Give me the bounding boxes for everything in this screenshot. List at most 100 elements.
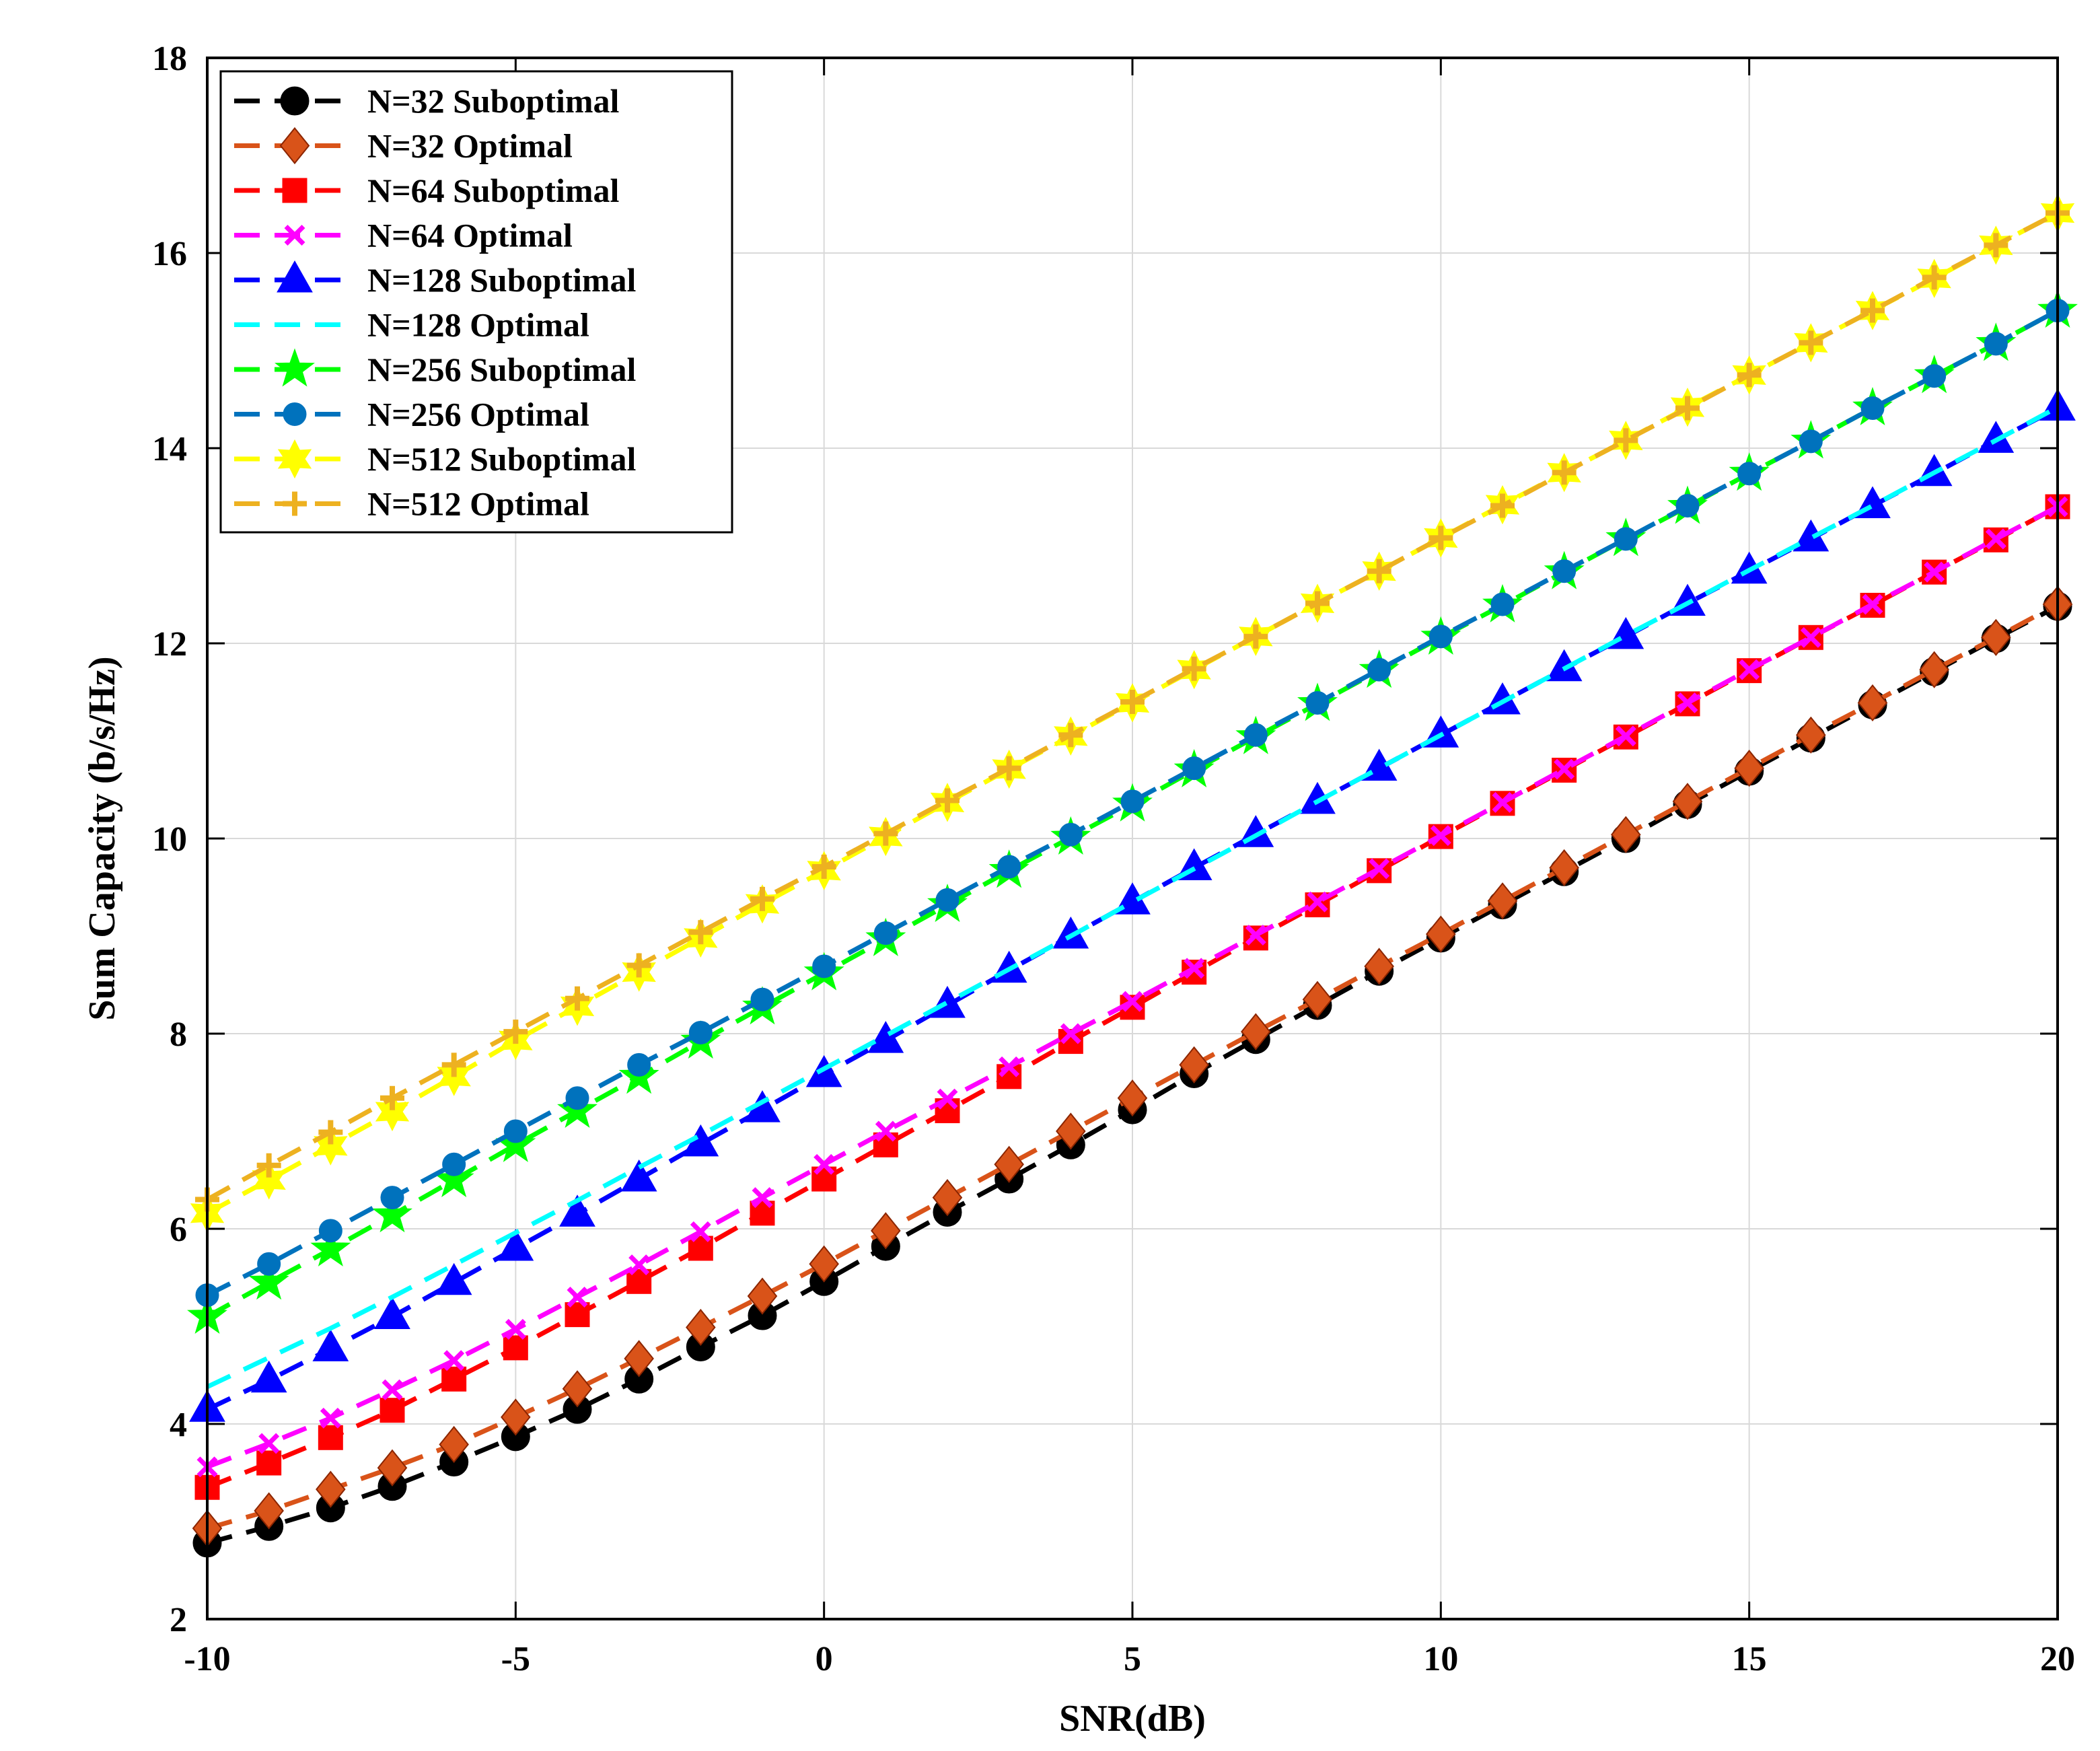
legend-entry: N=512 Suboptimal (234, 439, 637, 479)
data-point (562, 1370, 593, 1408)
y-tick-label: 14 (152, 430, 187, 468)
data-point (1060, 1023, 1081, 1044)
series-n-128-optimal (206, 405, 2059, 1390)
x-tick-label: 15 (1732, 1640, 1767, 1678)
legend: N=32 Suboptimal N=32 Optimal N=64 Suboptim… (219, 70, 733, 534)
series-n-32-optimal (192, 585, 2073, 1547)
data-point (374, 1297, 410, 1329)
data-point (1922, 364, 1947, 388)
legend-marker (280, 86, 310, 116)
legend-entry: N=128 Suboptimal (234, 260, 637, 299)
data-point (1985, 528, 2006, 550)
data-point (997, 756, 1021, 781)
x-tick-label: 20 (2040, 1640, 2075, 1678)
series-n-64-optimal (196, 496, 2068, 1478)
data-point (1614, 428, 1638, 453)
data-point (929, 985, 966, 1018)
data-point (441, 1052, 466, 1077)
legend-label: N=32 Optimal (367, 127, 573, 165)
data-point (501, 1398, 531, 1436)
data-point (1734, 750, 1764, 787)
data-point (750, 987, 774, 1011)
plot-series (187, 193, 2078, 1558)
y-axis-label: Sum Capacity (b/s/Hz) (81, 656, 123, 1020)
data-point (316, 1470, 346, 1508)
y-tick-label: 6 (170, 1211, 187, 1249)
data-point (1672, 783, 1703, 820)
data-point (1120, 690, 1145, 714)
data-point (688, 1021, 713, 1045)
data-point (442, 1152, 466, 1176)
data-point (1058, 822, 1083, 847)
data-point (811, 855, 836, 880)
data-point (750, 886, 774, 911)
data-point (873, 921, 898, 945)
data-point (1428, 526, 1453, 550)
data-point (1739, 659, 1760, 680)
data-point (565, 1086, 589, 1110)
data-point (250, 1360, 287, 1393)
data-point (377, 1449, 408, 1487)
data-point (258, 1433, 280, 1454)
data-point (1305, 690, 1330, 715)
data-point (1737, 462, 1762, 486)
data-point (1984, 332, 2008, 356)
legend-marker (277, 260, 313, 293)
legend-marker (284, 225, 305, 246)
x-tick-label: 5 (1124, 1640, 1141, 1678)
data-point (382, 1379, 403, 1400)
data-point (503, 1119, 528, 1143)
data-point (1307, 891, 1328, 913)
legend-label: N=512 Suboptimal (367, 440, 637, 478)
x-tick-label: -5 (501, 1640, 530, 1678)
y-tick-label: 10 (152, 820, 187, 859)
data-point (813, 1153, 835, 1175)
data-point (937, 1088, 958, 1110)
data-point (1984, 233, 2008, 258)
data-point (1552, 460, 1577, 485)
data-point (1484, 682, 1521, 715)
data-point (1058, 723, 1083, 748)
legend-label: N=128 Suboptimal (367, 261, 637, 299)
legend-entry: N=64 Suboptimal (234, 172, 620, 209)
data-point (1552, 559, 1577, 583)
data-point (1554, 758, 1575, 780)
legend-marker (282, 178, 307, 203)
data-point (565, 1302, 590, 1328)
data-point (375, 1092, 410, 1132)
data-point (435, 1262, 472, 1295)
series-n-512-optimal (195, 201, 2070, 1212)
data-point (1364, 948, 1394, 985)
data-point (257, 1252, 281, 1276)
data-point (1675, 396, 1700, 421)
data-point (997, 855, 1021, 879)
legend-entry: N=512 Optimal (234, 485, 589, 523)
data-point (1919, 651, 1949, 688)
data-point (567, 1287, 588, 1308)
data-point (1981, 618, 2011, 656)
data-point (372, 1194, 412, 1233)
data-point (248, 1261, 289, 1300)
data-point (1490, 493, 1515, 518)
data-point (1122, 991, 1143, 1012)
data-point (1182, 656, 1206, 681)
legend-label: N=256 Optimal (367, 396, 589, 433)
data-point (503, 1020, 528, 1044)
data-point (1922, 265, 1947, 290)
data-point (1490, 592, 1515, 616)
data-point (809, 1245, 839, 1283)
data-point (994, 1145, 1024, 1183)
data-point (1800, 627, 1821, 648)
data-point (628, 1254, 650, 1276)
data-point (559, 1194, 595, 1227)
data-point (1369, 858, 1390, 880)
data-point (1614, 527, 1638, 551)
data-point (1857, 684, 1888, 722)
data-point (1182, 756, 1206, 781)
data-point (1549, 849, 1579, 887)
legend-marker (279, 127, 310, 165)
data-point (1243, 723, 1268, 747)
data-point (379, 1398, 405, 1423)
data-point (627, 1052, 651, 1077)
data-point (1862, 594, 1883, 615)
